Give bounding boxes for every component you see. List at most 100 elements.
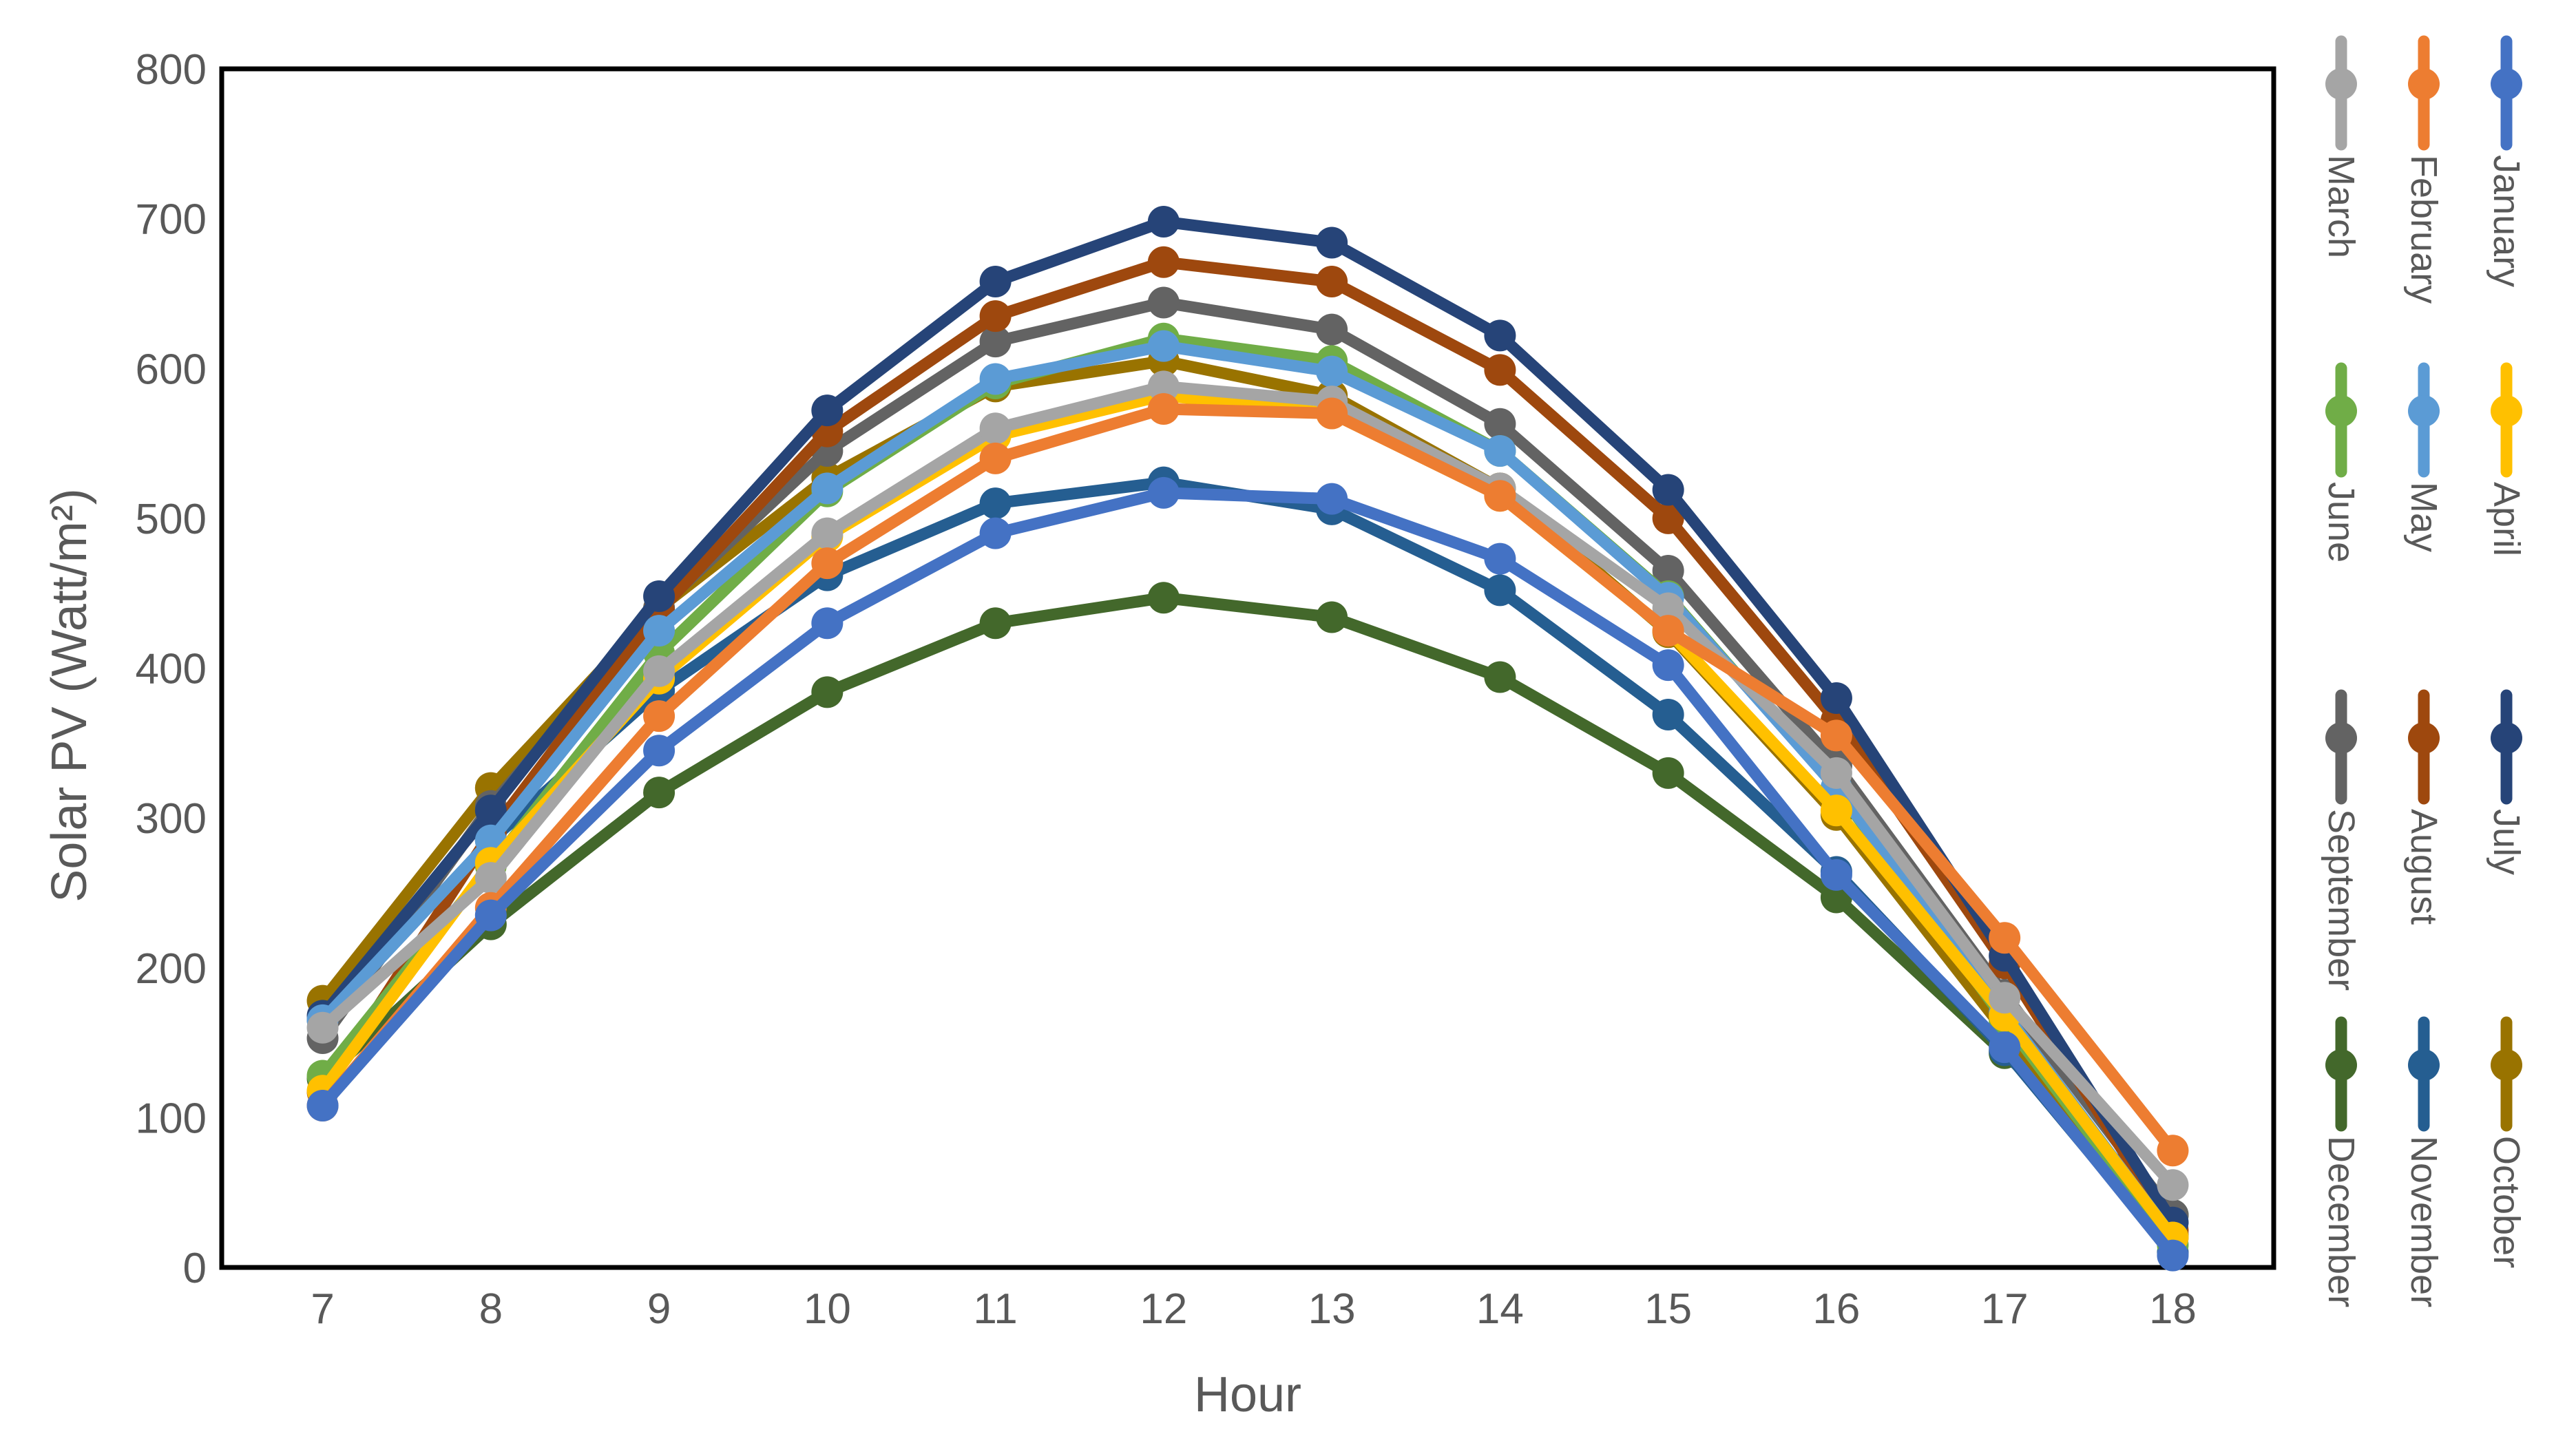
- legend-label: November: [2403, 1136, 2444, 1307]
- legend-label: April: [2486, 482, 2527, 556]
- data-point: [1989, 1031, 2021, 1064]
- legend-label: August: [2403, 809, 2444, 925]
- series-line: [317, 340, 2179, 1243]
- legend-item-june: June: [2321, 362, 2362, 562]
- legend-item-may: May: [2403, 362, 2444, 552]
- data-point: [2157, 1239, 2189, 1272]
- legend-item-november: November: [2403, 1016, 2444, 1307]
- x-tick-label: 15: [1644, 1285, 1692, 1333]
- data-point: [811, 472, 844, 505]
- data-point: [643, 580, 676, 613]
- x-tick-label: 14: [1476, 1285, 1524, 1333]
- data-point: [811, 394, 844, 427]
- x-tick-label: 7: [311, 1285, 334, 1333]
- data-point: [979, 487, 1012, 520]
- data-point: [1484, 480, 1516, 512]
- legend-item-february: February: [2403, 35, 2444, 304]
- data-point: [1652, 698, 1684, 730]
- legend-marker: [2491, 68, 2522, 100]
- y-axis-label: Solar PV (Watt/m²): [42, 488, 97, 902]
- legend-item-september: September: [2321, 689, 2362, 991]
- data-point: [979, 326, 1012, 358]
- y-tick-label: 0: [183, 1245, 207, 1292]
- data-point: [1652, 615, 1684, 647]
- data-point: [1147, 330, 1180, 362]
- legend-marker: [2408, 68, 2440, 100]
- data-point: [1989, 982, 2021, 1014]
- data-point: [979, 517, 1012, 549]
- series-line: [317, 380, 2179, 1191]
- legend-label: March: [2321, 155, 2362, 258]
- legend-marker: [2491, 395, 2522, 427]
- legend-label: July: [2486, 809, 2527, 875]
- data-point: [1484, 354, 1516, 386]
- x-axis-ticks: 7 8 9 10 11 12 13 14 15 16 17 18: [311, 1285, 2197, 1333]
- data-point: [306, 1089, 339, 1121]
- data-point: [1316, 483, 1348, 515]
- data-point: [1652, 592, 1684, 624]
- series-line: [317, 403, 2179, 1157]
- data-point: [643, 777, 676, 809]
- data-point: [474, 794, 507, 827]
- data-point: [811, 676, 844, 708]
- data-point: [979, 266, 1012, 298]
- x-tick-label: 11: [973, 1285, 1017, 1333]
- plot-area-border: [219, 66, 2276, 1270]
- legend-item-january: January: [2486, 35, 2527, 287]
- data-point: [1820, 794, 1852, 827]
- data-point: [1484, 574, 1516, 607]
- data-point: [1484, 543, 1516, 575]
- data-point: [474, 862, 507, 894]
- y-tick-label: 500: [136, 496, 207, 543]
- y-tick-label: 700: [136, 196, 207, 244]
- data-point: [1147, 286, 1180, 319]
- data-point: [1316, 397, 1348, 430]
- data-point: [2157, 1135, 2189, 1167]
- y-tick-label: 600: [136, 346, 207, 393]
- data-point: [2157, 1169, 2189, 1201]
- legend-marker: [2491, 1049, 2522, 1081]
- x-axis-label: Hour: [1194, 1367, 1301, 1422]
- x-tick-label: 8: [479, 1285, 503, 1333]
- y-tick-label: 300: [136, 795, 207, 843]
- data-point: [979, 363, 1012, 395]
- data-point: [811, 607, 844, 640]
- legend-label: May: [2403, 482, 2444, 552]
- data-point: [1820, 719, 1852, 752]
- legend-marker: [2325, 722, 2357, 754]
- legend-item-october: October: [2486, 1016, 2527, 1268]
- data-point: [1652, 555, 1684, 587]
- x-tick-label: 12: [1140, 1285, 1187, 1333]
- legend-label: June: [2321, 482, 2362, 562]
- x-tick-label: 18: [2149, 1285, 2197, 1333]
- legend-label: September: [2321, 809, 2362, 991]
- x-tick-label: 9: [647, 1285, 671, 1333]
- data-point: [979, 412, 1012, 445]
- legend-marker: [2325, 395, 2357, 427]
- data-point: [1820, 682, 1852, 715]
- data-point: [1652, 474, 1684, 506]
- y-tick-label: 200: [136, 945, 207, 993]
- data-point: [1147, 246, 1180, 278]
- legend-label: December: [2321, 1136, 2362, 1307]
- legend-item-april: April: [2486, 362, 2527, 556]
- data-point: [643, 700, 676, 733]
- data-point: [1316, 355, 1348, 388]
- data-point: [979, 300, 1012, 333]
- data-point: [1147, 582, 1180, 614]
- data-point: [1484, 319, 1516, 352]
- data-point: [474, 899, 507, 931]
- data-point: [643, 655, 676, 687]
- y-tick-label: 400: [136, 646, 207, 693]
- series-july: [306, 205, 2189, 1239]
- legend-item-july: July: [2486, 689, 2527, 875]
- data-point: [1652, 649, 1684, 682]
- y-tick-label: 800: [136, 46, 207, 94]
- legend-item-august: August: [2403, 689, 2444, 925]
- x-tick-label: 16: [1812, 1285, 1860, 1333]
- x-tick-label: 17: [1981, 1285, 2029, 1333]
- data-point: [643, 735, 676, 767]
- legend-marker: [2325, 68, 2357, 100]
- data-point: [306, 1011, 339, 1044]
